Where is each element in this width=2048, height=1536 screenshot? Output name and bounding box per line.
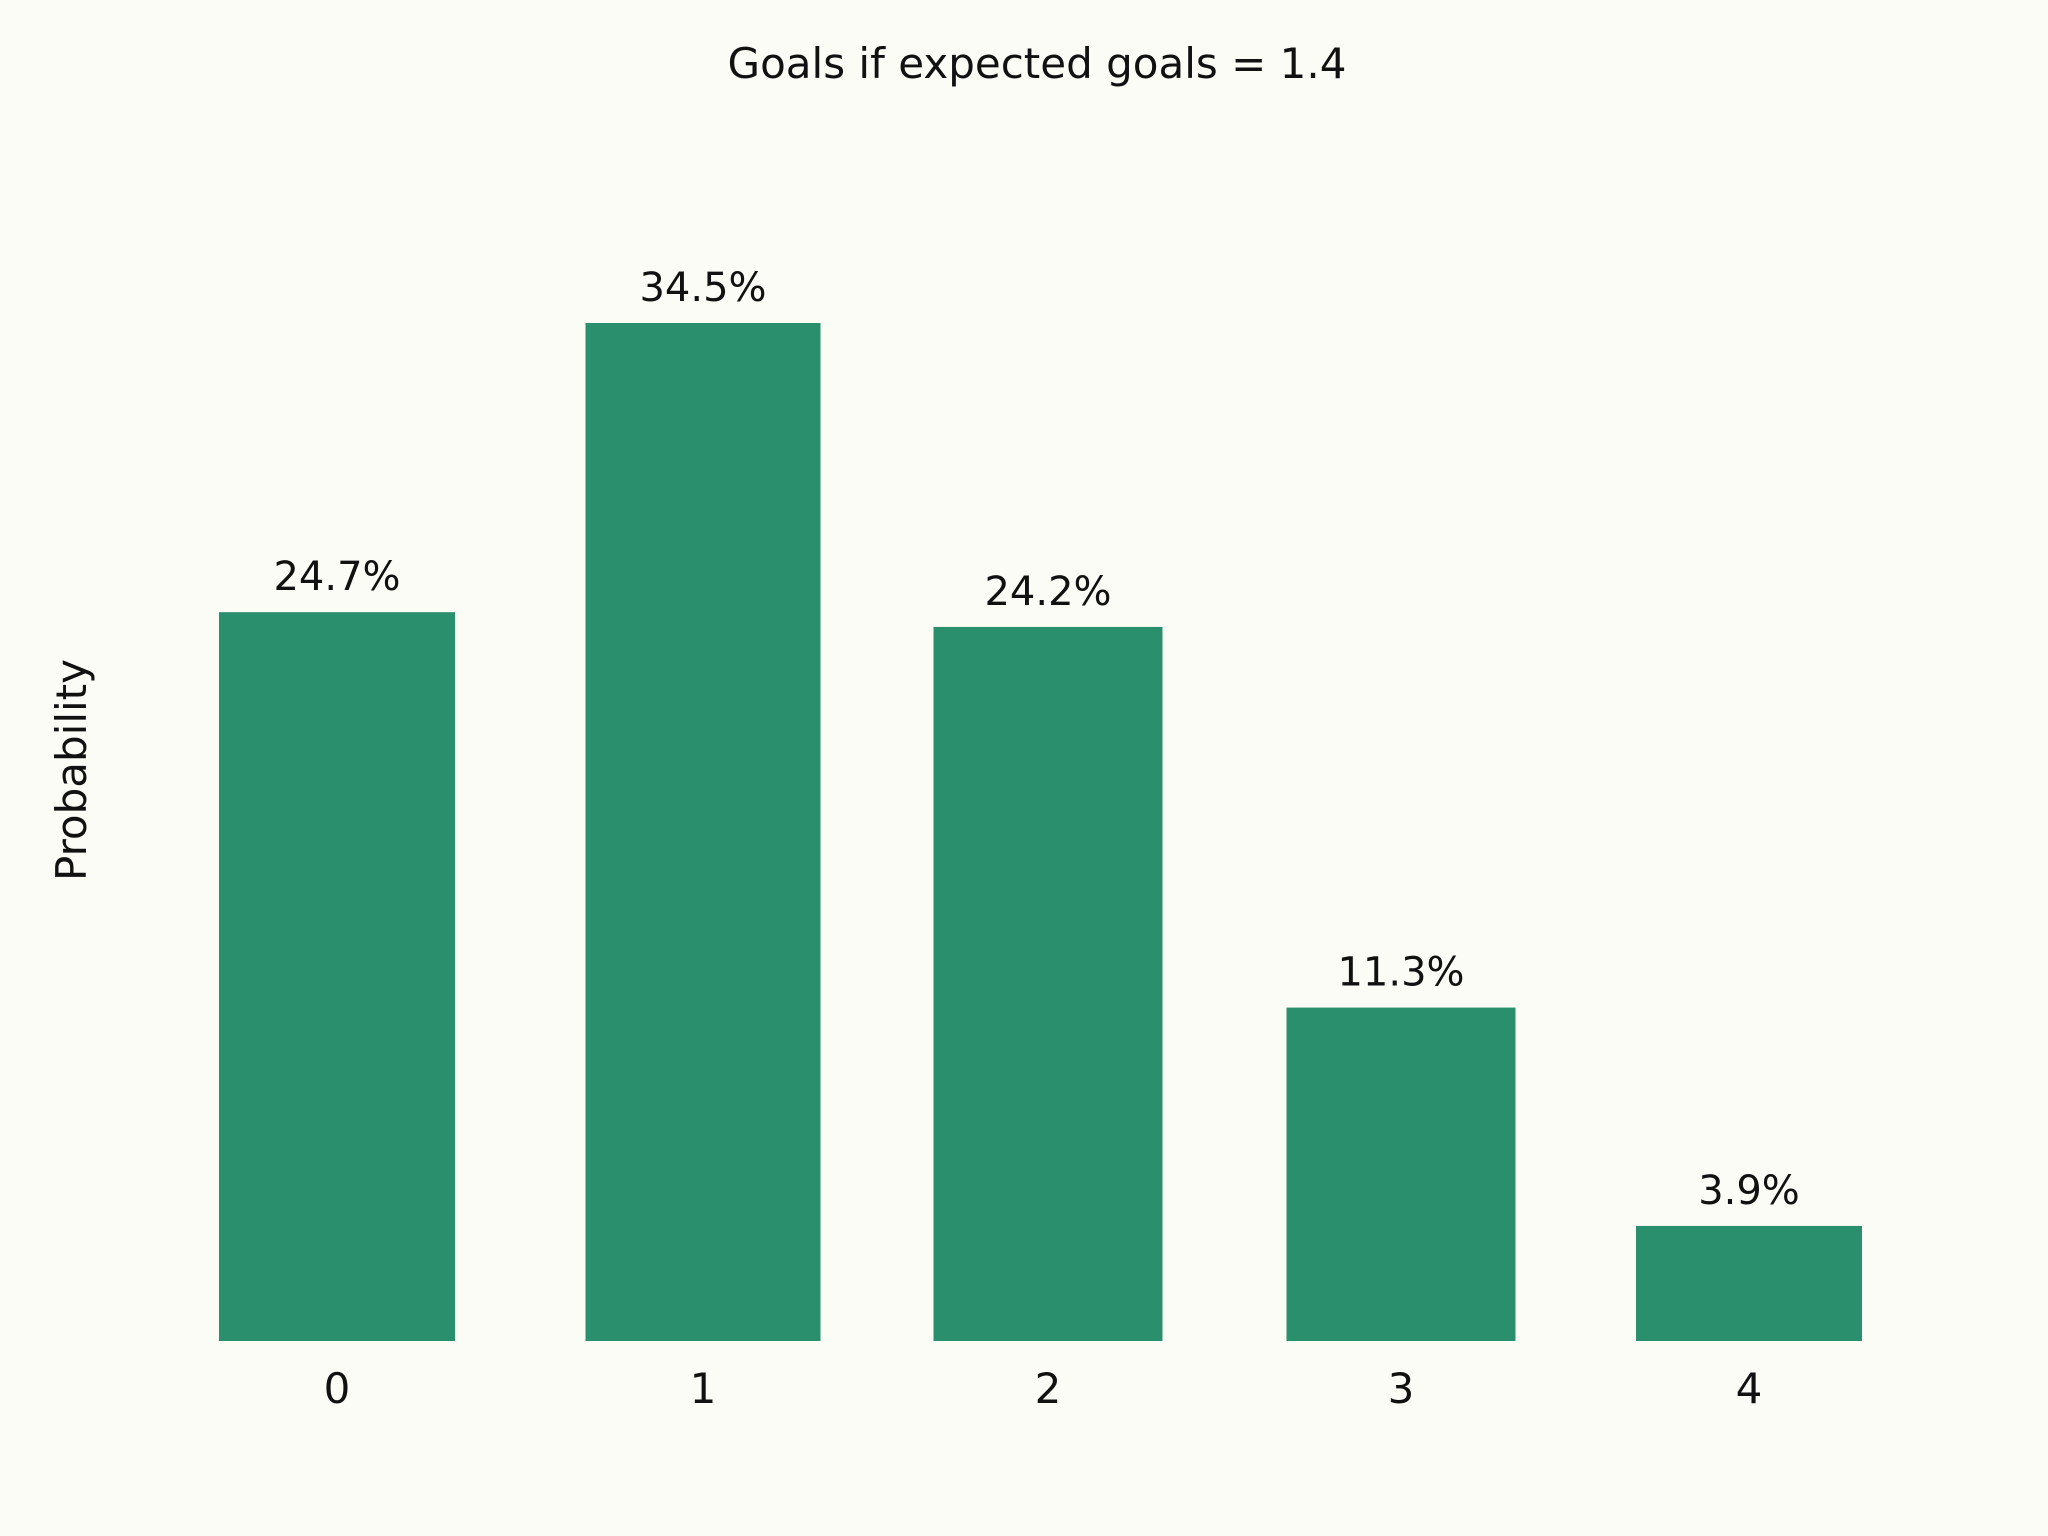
data-label-3: 11.3%: [1337, 950, 1464, 996]
chart-title: Goals if expected goals = 1.4: [728, 39, 1347, 88]
data-label-2: 24.2%: [984, 569, 1111, 615]
bar-3: [1286, 1007, 1516, 1341]
x-axis-ticks: 0 1 2 3 4: [324, 1364, 1763, 1413]
data-label-0: 24.7%: [273, 554, 400, 600]
bar-4: [1636, 1225, 1862, 1341]
data-label-1: 34.5%: [639, 265, 766, 311]
x-tick-label-0: 0: [324, 1364, 351, 1413]
bar-2: [933, 626, 1163, 1341]
data-label-4: 3.9%: [1698, 1168, 1800, 1214]
y-axis-label: Probability: [47, 659, 96, 881]
x-tick-label-4: 4: [1736, 1364, 1763, 1413]
x-tick-label-2: 2: [1035, 1364, 1062, 1413]
data-labels-layer: 24.7% 34.5% 24.2% 11.3% 3.9%: [273, 265, 1799, 1214]
bars-layer: [219, 323, 1862, 1341]
x-tick-label-1: 1: [690, 1364, 717, 1413]
bar-0: [219, 612, 455, 1341]
bar-1: [585, 323, 821, 1341]
x-tick-label-3: 3: [1388, 1364, 1415, 1413]
